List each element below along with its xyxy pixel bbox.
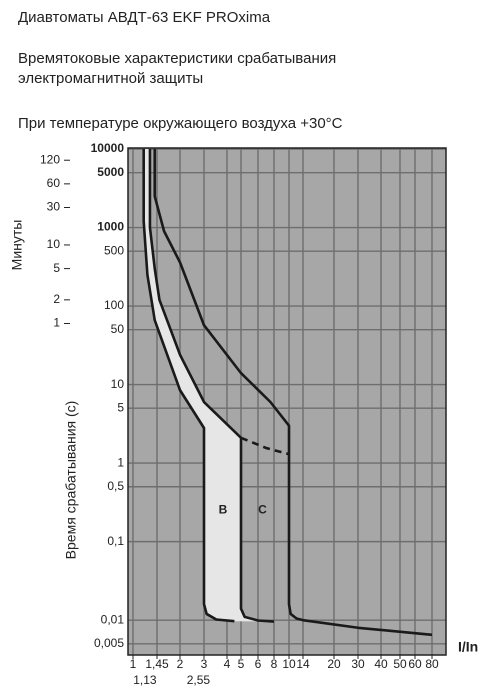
- y2-tick-label: 5: [53, 261, 60, 275]
- y-tick-label: 1000: [97, 220, 124, 234]
- x-tick-label: 8: [271, 657, 278, 671]
- x-tick-label: 5: [238, 657, 245, 671]
- x-tick-label: 60: [408, 657, 422, 671]
- band-fill: [143, 149, 274, 622]
- y-tick-label: 10000: [91, 141, 125, 155]
- y-tick-label: 500: [104, 243, 124, 257]
- x-tick-label: 50: [393, 657, 407, 671]
- y2-tick-label: 2: [53, 292, 60, 306]
- y-tick-label: 1: [117, 455, 124, 469]
- curve: [142, 149, 235, 623]
- y-tick-label: 0,005: [94, 636, 124, 650]
- y2-tick-label: 120: [40, 152, 60, 166]
- x-axis-label: I/In: [458, 639, 478, 655]
- x-tick-label: 10: [282, 657, 296, 671]
- y-axis-label: Время срабатывания (с): [63, 401, 79, 560]
- curve: [153, 149, 433, 637]
- subtitle: электромагнитной защиты: [18, 70, 203, 87]
- x-tick-label: 1,45: [145, 657, 169, 671]
- y-tick-label: 50: [111, 322, 125, 336]
- x-tick-label: 3: [201, 657, 208, 671]
- y2-tick-label: 10: [47, 237, 61, 251]
- y-tick-label: 10: [111, 377, 125, 391]
- x-tick-label: 80: [425, 657, 439, 671]
- region-label: B: [219, 503, 228, 517]
- x-tick-label: 30: [351, 657, 365, 671]
- x-tick-note: 2,55: [187, 673, 211, 687]
- y2-tick-label: 1: [53, 316, 60, 330]
- plot-area: [128, 148, 446, 655]
- x-tick-label: 6: [255, 657, 262, 671]
- x-tick-note: 1,13: [133, 673, 157, 687]
- curve: [148, 149, 275, 623]
- y-tick-label: 5000: [97, 165, 124, 179]
- curve: [240, 436, 290, 456]
- region-label: C: [258, 503, 267, 517]
- x-tick-label: 14: [296, 657, 310, 671]
- y-tick-label: 5: [117, 400, 124, 414]
- x-tick-label: 20: [327, 657, 341, 671]
- x-tick-label: 4: [224, 657, 231, 671]
- y-tick-label: 0,1: [107, 534, 124, 548]
- plot-border: [127, 147, 447, 656]
- note: При температуре окружающего воздуха +30°…: [18, 115, 343, 132]
- y-tick-label: 0,01: [101, 612, 125, 626]
- x-tick-label: 2: [177, 657, 184, 671]
- y-tick-label: 0,5: [107, 479, 124, 493]
- y2-tick-label: 60: [47, 176, 61, 190]
- x-tick-label: 40: [374, 657, 388, 671]
- y-tick-label: 100: [104, 298, 124, 312]
- y2-axis-label: Минуты: [9, 220, 25, 271]
- y2-tick-label: 30: [47, 200, 61, 214]
- x-tick-label: 1: [130, 657, 137, 671]
- subtitle: Времятоковые характеристики срабатывания: [18, 50, 336, 67]
- chart-title: Диавтоматы АВДТ-63 EKF PROxima: [18, 9, 271, 26]
